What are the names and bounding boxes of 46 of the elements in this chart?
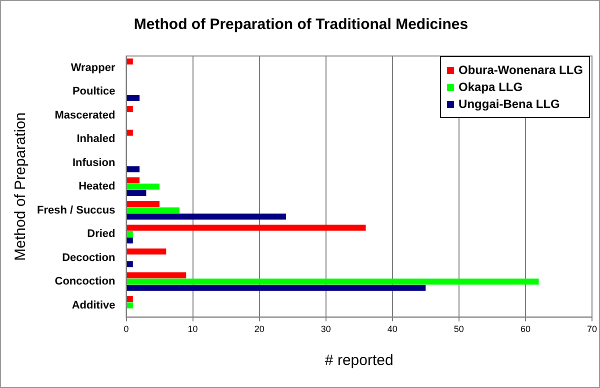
bar [126,106,133,112]
x-tick-label: 70 [586,324,597,334]
x-tick-label: 30 [320,324,331,334]
bar [126,130,133,136]
legend-label: Unggai-Bena LLG [458,97,561,111]
bar [126,261,133,268]
bar [126,302,133,308]
x-tick-label: 60 [520,324,530,334]
bar [126,224,366,231]
legend-label: Obura-Wonenara LLG [458,63,583,77]
bar [126,231,133,238]
x-tick-label: 40 [387,324,398,334]
x-tick-label: 0 [124,324,129,334]
bar [126,278,539,285]
x-tick-label: 10 [188,324,198,334]
y-tick-label: Dried [87,228,116,240]
bar [126,166,140,172]
y-tick-label: Wrapper [70,62,116,74]
y-tick-label: Inhaled [76,133,116,146]
y-tick-label: Mascerated [54,109,116,122]
bar [126,248,166,255]
bar [126,184,160,190]
bar [126,284,426,291]
legend-label: Okapa LLG [458,80,524,94]
y-tick-label: Poultice [72,86,116,98]
y-tick-label: Fresh / Succus [36,204,116,216]
x-tick-label: 20 [254,324,264,334]
y-tick-label: Additive [72,299,116,312]
bar [126,190,146,196]
bar [126,177,140,184]
bar [126,214,286,220]
y-tick-label: Decoction [62,252,116,264]
x-axis-title: # reported [324,352,394,370]
x-tick-label: 50 [454,324,464,334]
bar [126,94,140,101]
bar [126,207,180,214]
y-tick-label: Infusion [72,156,116,169]
bar [126,237,133,244]
chart-title: Method of Preparation of Traditional Medicines [134,16,468,34]
bar [126,296,133,302]
y-tick-label: Concoction [54,276,116,288]
bar [126,58,133,65]
bar [126,272,186,278]
bar [126,201,160,208]
y-tick-label: Heated [78,180,116,193]
y-axis-title: Method of Preparation [12,112,30,261]
